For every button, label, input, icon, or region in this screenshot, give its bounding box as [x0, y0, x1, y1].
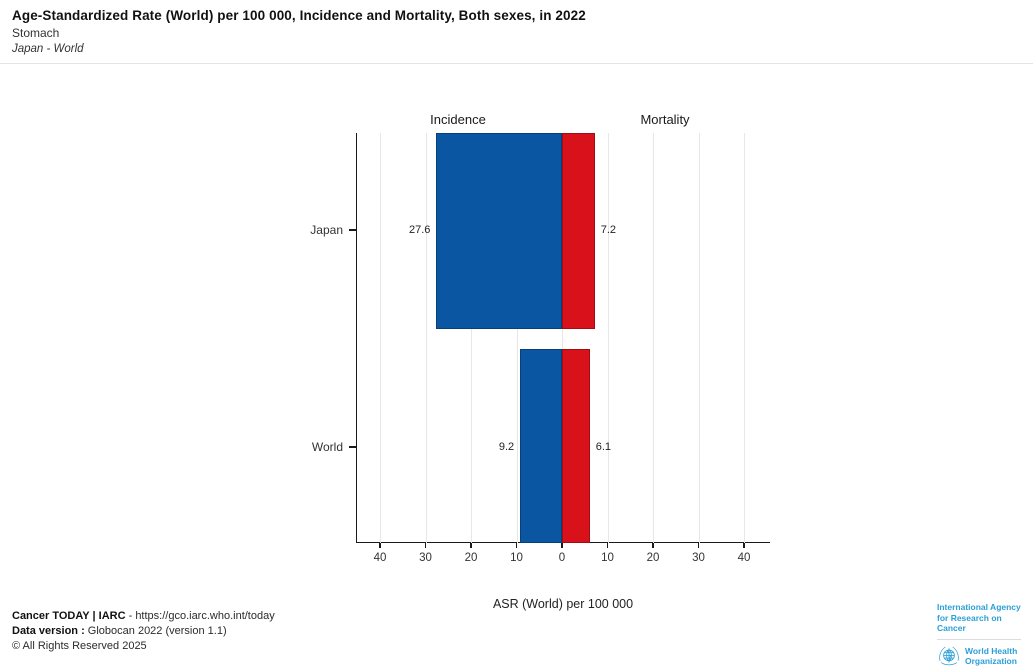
- footer-source-name: Cancer TODAY | IARC: [12, 610, 126, 622]
- y-axis-label-japan: Japan: [310, 223, 343, 237]
- mortality-value-label: 6.1: [595, 441, 612, 453]
- x-axis-title: ASR (World) per 100 000: [492, 597, 634, 611]
- who-logo-line2: Organization: [965, 655, 1017, 666]
- x-axis-tick: [561, 543, 563, 548]
- x-axis-tick-label: 40: [373, 552, 387, 564]
- iarc-logo-line1: International Agency: [937, 602, 1021, 612]
- iarc-logo-line2: for Research on Cancer: [937, 612, 1002, 634]
- x-axis-tick: [697, 543, 700, 548]
- gridline: [653, 133, 654, 543]
- who-logo: World Health Organization: [937, 644, 1023, 668]
- gridline: [607, 133, 609, 543]
- logo-divider: [937, 638, 1021, 640]
- mortality-value-label: 7.2: [600, 224, 617, 236]
- gridline: [380, 133, 381, 543]
- series-header-mortality: Mortality: [640, 112, 690, 127]
- bar-chart-plot-area: 40 30 20 10 0 10 20 30 40 Incidence Mortality Japan…: [310, 112, 770, 564]
- gridline: [744, 133, 745, 543]
- mortality-bar-japan[interactable]: [562, 133, 595, 329]
- x-axis-tick-label: 10: [601, 552, 614, 564]
- footer-source-line: Cancer TODAY | IARC - https://gco.iarc.w…: [12, 609, 275, 624]
- x-axis-tick: [515, 543, 518, 548]
- incidence-bar-world[interactable]: [520, 349, 562, 543]
- footer-credits: Cancer TODAY | IARC - https://gco.iarc.w…: [12, 609, 275, 654]
- who-emblem-icon: [939, 646, 959, 665]
- x-axis-tick-label: 0: [558, 552, 566, 564]
- incidence-value-label: 9.2: [498, 441, 515, 453]
- x-axis-tick: [743, 543, 745, 548]
- mortality-bar-world[interactable]: [562, 349, 590, 543]
- x-axis-tick: [606, 543, 609, 548]
- y-axis-tick: [348, 229, 356, 231]
- gridline: [516, 133, 518, 543]
- x-axis-tick-label: 10: [510, 552, 523, 564]
- chart-header: Age-Standardized Rate (World) per 100 00…: [12, 8, 1012, 55]
- footer-source-sep: -: [125, 610, 136, 622]
- footer-source-link[interactable]: https://gco.iarc.who.int/today: [135, 610, 275, 622]
- population-comparison-label: Japan - World: [12, 43, 84, 55]
- incidence-value-label: 27.6: [408, 224, 431, 236]
- y-axis-tick: [348, 446, 356, 448]
- x-axis-tick: [470, 543, 472, 548]
- footer-copyright: © All Rights Reserved 2025: [12, 640, 147, 652]
- footer-data-version-line: Data version : Globocan 2022 (version 1.…: [12, 624, 275, 639]
- incidence-bar-japan[interactable]: [436, 133, 562, 329]
- footer-data-version-value: Globocan 2022 (version 1.1): [84, 625, 227, 637]
- gridline: [471, 133, 472, 543]
- iarc-who-logos: International Agency for Research on Can…: [937, 602, 1023, 668]
- x-axis-tick: [652, 543, 654, 548]
- cancer-site-label: Stomach: [12, 26, 60, 40]
- x-axis-tick: [379, 543, 381, 548]
- page-title: Age-Standardized Rate (World) per 100 00…: [12, 8, 586, 23]
- x-axis-tick-label: 20: [464, 552, 478, 564]
- series-header-incidence: Incidence: [430, 112, 486, 127]
- header-divider: [0, 63, 1033, 64]
- y-axis-label-world: World: [311, 440, 343, 454]
- iarc-logo-text: International Agency for Research on Can…: [937, 602, 1023, 634]
- gridline: [425, 133, 427, 543]
- x-axis-tick-label: 40: [737, 552, 751, 564]
- who-logo-text: World Health Organization: [965, 646, 1017, 666]
- gridline: [562, 133, 563, 543]
- who-logo-line1: World Health: [965, 645, 1018, 656]
- x-axis-tick: [424, 543, 427, 548]
- x-axis-tick-label: 20: [646, 552, 660, 564]
- x-axis-tick-label: 30: [419, 552, 432, 564]
- x-axis-tick-label: 30: [692, 552, 705, 564]
- gridline: [698, 133, 700, 543]
- footer-data-version-label: Data version :: [12, 625, 85, 637]
